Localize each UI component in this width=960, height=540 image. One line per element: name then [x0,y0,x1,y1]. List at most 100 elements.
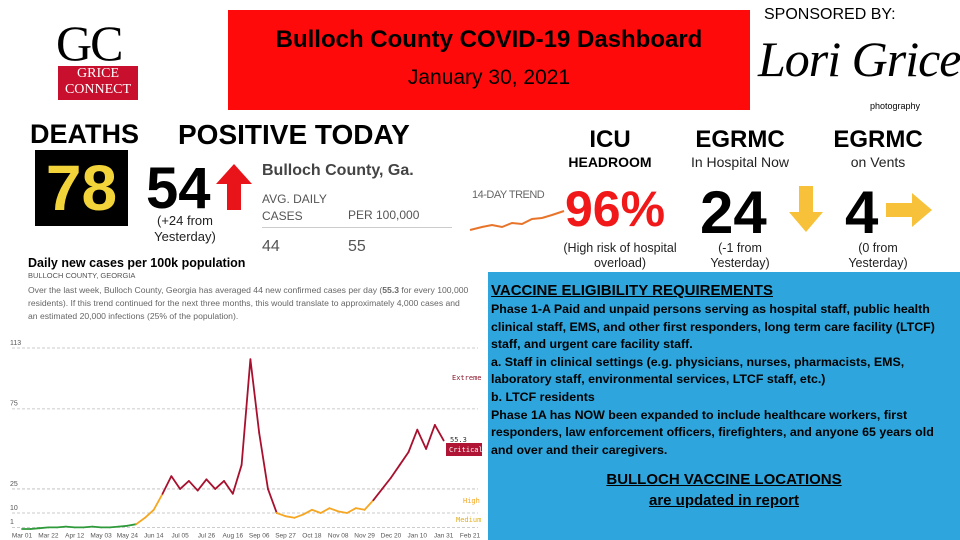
logo-name: GRICE CONNECT [58,66,138,100]
line-segment [214,480,225,490]
line-segment [319,507,331,514]
line-segment [284,515,296,519]
line-segment [310,508,322,514]
change-line: Yesterday) [154,229,216,244]
hospital-sublabel: In Hospital Now [690,154,790,170]
line-segment [416,428,427,450]
note-line: Yesterday) [710,256,770,270]
line-segment [152,492,164,511]
y-tick-label: 10 [10,505,18,512]
x-tick-label: Mar 22 [38,533,59,540]
up-arrow [216,164,252,210]
line-segment [354,507,366,511]
locations: BULLOCH VACCINE LOCATIONS are updated in… [488,469,960,511]
down-arrow [789,186,823,232]
vaccine-paragraph: b. LTCF residents [491,389,595,404]
x-tick-label: Dec 20 [381,533,402,540]
line-segment [372,488,384,502]
sponsor-name: Lori Grice [758,31,960,87]
table-rule [262,227,452,228]
table-title: Bulloch County, Ga. [262,162,414,179]
vents-value: 4 [845,179,879,246]
annotation: High [463,497,480,505]
line-segment [126,523,138,527]
line-segment [433,423,445,442]
deaths-value: 78 [35,150,128,226]
line-segment [328,507,340,513]
line-segment [267,488,278,514]
y-tick-label: 75 [10,401,18,408]
line-segment [108,525,120,529]
line-segment [302,508,313,516]
chart-description: Over the last week, Bulloch County, Geor… [28,284,470,323]
header-line: CASES [262,209,303,223]
hospital-value: 24 [700,179,767,246]
table-value: 44 [262,238,280,255]
table-header: AVG. DAILY CASES [262,191,327,225]
x-tick-label: Jul 05 [171,533,189,540]
line-segment [82,525,94,529]
x-tick-label: Nov 08 [328,533,349,540]
line-segment [337,510,348,514]
chart: 1 10 25 75 113 Mar 01 Mar 22 Apr 12 May 03 May 24… [10,340,483,540]
locations-line: BULLOCH VACCINE LOCATIONS [606,471,842,489]
change-line: (+24 from [157,213,213,228]
x-tick-label: Sep 27 [275,533,296,540]
title: Bulloch County COVID-19 Dashboard [275,26,703,53]
x-tick-label: Feb 21 [460,533,481,540]
icu-value: 96% [565,181,666,237]
description-highlight: 55.3 [382,285,400,295]
line-segment [425,423,436,450]
locations-line: are updated in report [648,492,800,510]
note-line: Yesterday) [848,256,908,270]
chart-subtitle: BULLOCH COUNTY, GEORGIA [28,271,136,280]
line-segment [293,513,304,519]
annotation: 55.3 [450,436,467,444]
line-segment [258,431,269,490]
x-tick-label: May 03 [90,533,112,540]
x-tick-label: Nov 29 [354,533,375,540]
vaccine-paragraph: Phase 1-A Paid and unpaid persons servin… [491,302,935,352]
x-tick-label: Oct 18 [302,533,322,540]
table-value: 55 [348,238,366,255]
line-segment [249,358,261,434]
x-tick-label: Apr 12 [65,533,85,540]
icu-label: ICU [589,126,631,153]
line-segment [398,451,410,466]
x-tick-label: Jan 10 [408,533,428,540]
line-segment [240,358,252,466]
note-line: (0 from [858,241,898,255]
line-segment [231,464,243,495]
hospital-label: EGRMC [695,126,785,153]
vents-sublabel: on Vents [850,154,906,170]
note-line: (-1 from [718,241,762,255]
description-text: for every 100,000 residents). If this tr… [28,285,469,321]
line-segment [170,475,182,490]
line-segment [205,478,217,490]
description-text: Over the last week, Bulloch County, Geor… [28,285,383,295]
icu-sublabel: HEADROOM [568,154,652,170]
line-segment [56,525,67,529]
vents-label: EGRMC [833,126,923,153]
x-tick-label: Jul 26 [198,533,216,540]
annotation-box [446,443,482,456]
title-box [228,10,750,110]
line-segment [161,475,173,495]
annotation: Extreme [452,374,482,382]
x-tick-label: Mar 01 [12,533,33,540]
positive-value: 54 [146,156,211,221]
hospital-note: (-1 from Yesterday) [690,241,790,271]
line-segment [65,525,76,529]
y-tick-label: 1 [10,519,14,526]
table-header: PER 100,000 [348,208,420,222]
x-tick-label: Sep 06 [249,533,270,540]
y-tick-label: 25 [10,481,18,488]
line-segment [275,512,287,518]
line-segment [38,526,50,530]
line-segment [196,478,208,492]
sponsor-label: SPONSORED BY: [764,6,896,23]
line-segment [135,516,146,526]
note-line: (High risk of hospital [563,241,677,255]
trend-label: 14-DAY TREND [472,189,545,201]
